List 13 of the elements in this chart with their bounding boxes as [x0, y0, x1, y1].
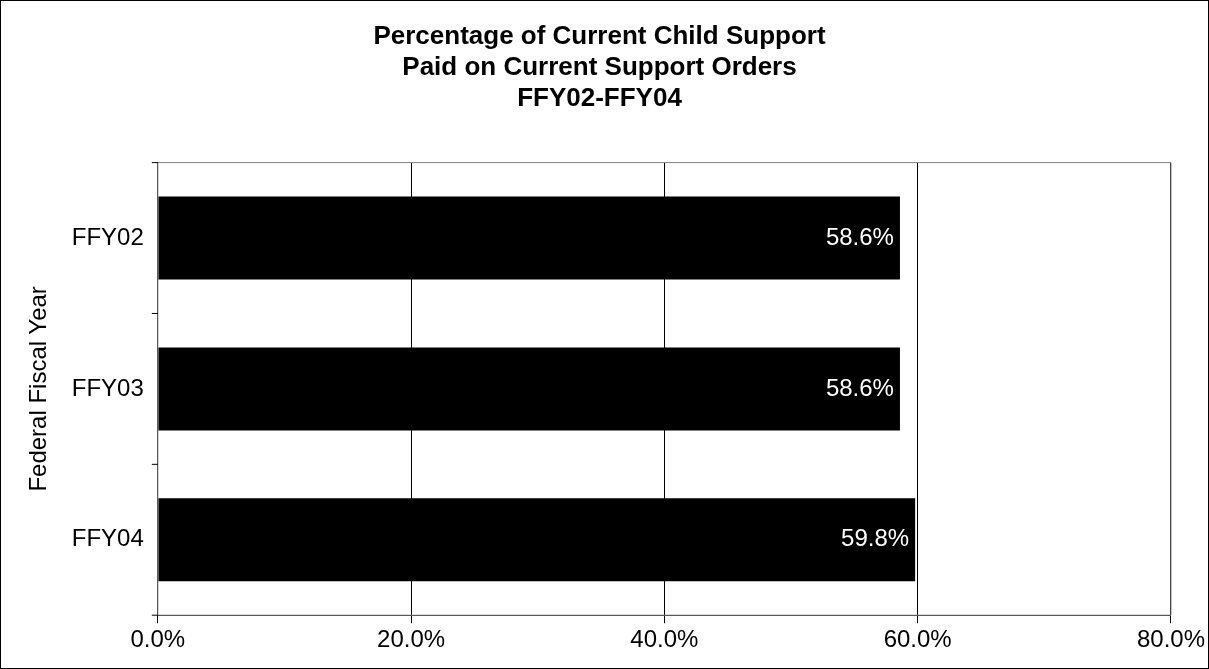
y-axis-title: Federal Fiscal Year	[24, 286, 52, 492]
x-tick-label: 40.0%	[630, 625, 699, 653]
x-tick-label: 60.0%	[883, 625, 952, 653]
x-tick-label: 0.0%	[130, 625, 186, 653]
y-tick-label: FFY02	[71, 222, 144, 250]
data-label: 59.8%	[841, 524, 910, 552]
data-label: 58.6%	[825, 222, 894, 250]
x-tick-label: 20.0%	[377, 625, 446, 653]
x-tick-label: 80.0%	[1136, 625, 1206, 653]
data-label: 58.6%	[825, 373, 894, 401]
y-tick-label: FFY04	[71, 524, 144, 552]
chart-title: Percentage of Current Child Support Paid on Current Support Orders FFY02-FFY04	[373, 19, 826, 113]
y-tick-label: FFY03	[71, 373, 144, 401]
